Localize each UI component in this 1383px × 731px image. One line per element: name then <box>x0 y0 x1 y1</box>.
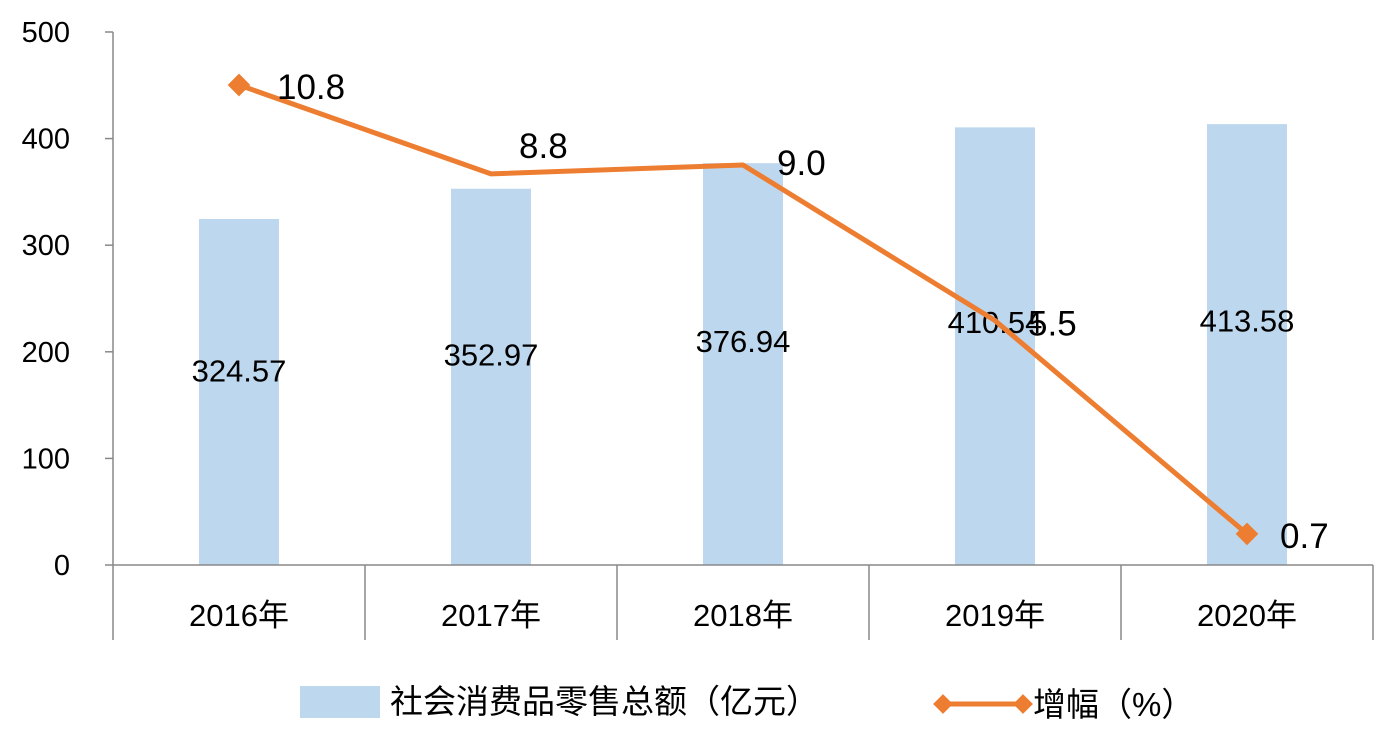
legend-marker-left <box>933 694 953 714</box>
line-point-marker <box>1235 522 1259 546</box>
y-tick-label: 500 <box>22 17 70 49</box>
x-tick-label: 2020年 <box>1197 598 1297 633</box>
y-tick-label: 200 <box>22 337 70 369</box>
y-ticks: 0 100 200 300 400 500 <box>22 17 113 582</box>
y-tick-label: 300 <box>22 230 70 262</box>
legend: 社会消费品零售总额（亿元） 增幅（%） <box>300 683 1194 723</box>
x-tick-label: 2017年 <box>441 598 541 633</box>
x-ticks: 2016年 2017年 2018年 2019年 2020年 <box>189 565 1297 640</box>
bar-data-label: 324.57 <box>192 354 287 389</box>
line-path <box>238 82 1249 536</box>
bar-data-label: 413.58 <box>1200 303 1295 338</box>
x-tick-label: 2019年 <box>945 598 1045 633</box>
x-tick-label: 2018年 <box>693 598 793 633</box>
bar <box>199 219 279 566</box>
bars-layer <box>199 124 1287 566</box>
line-data-label: 0.7 <box>1280 517 1329 556</box>
legend-label-line: 增幅（%） <box>1033 686 1194 723</box>
line-layer <box>227 73 1259 546</box>
bar <box>1207 124 1287 565</box>
bar <box>703 163 783 566</box>
line-data-label: 8.8 <box>519 127 568 166</box>
y-tick-label: 400 <box>22 124 70 156</box>
y-tick-label: 0 <box>54 550 70 582</box>
line-data-label: 5.5 <box>1028 305 1077 344</box>
line-data-label: 9.0 <box>777 144 826 183</box>
line-point-marker <box>227 73 251 97</box>
y-tick-label: 100 <box>22 443 70 475</box>
line-data-label: 10.8 <box>277 68 345 107</box>
bar <box>451 188 531 565</box>
legend-label-bar: 社会消费品零售总额（亿元） <box>390 683 819 720</box>
bar-data-label: 376.94 <box>696 324 791 359</box>
legend-marker-right <box>1013 694 1033 714</box>
line-labels: 10.8 8.8 9.0 5.5 0.7 <box>277 68 1329 556</box>
bar-data-label: 352.97 <box>444 338 539 373</box>
axes-layer <box>112 32 1374 640</box>
legend-swatch-bar <box>300 686 380 718</box>
x-tick-label: 2016年 <box>189 598 289 633</box>
